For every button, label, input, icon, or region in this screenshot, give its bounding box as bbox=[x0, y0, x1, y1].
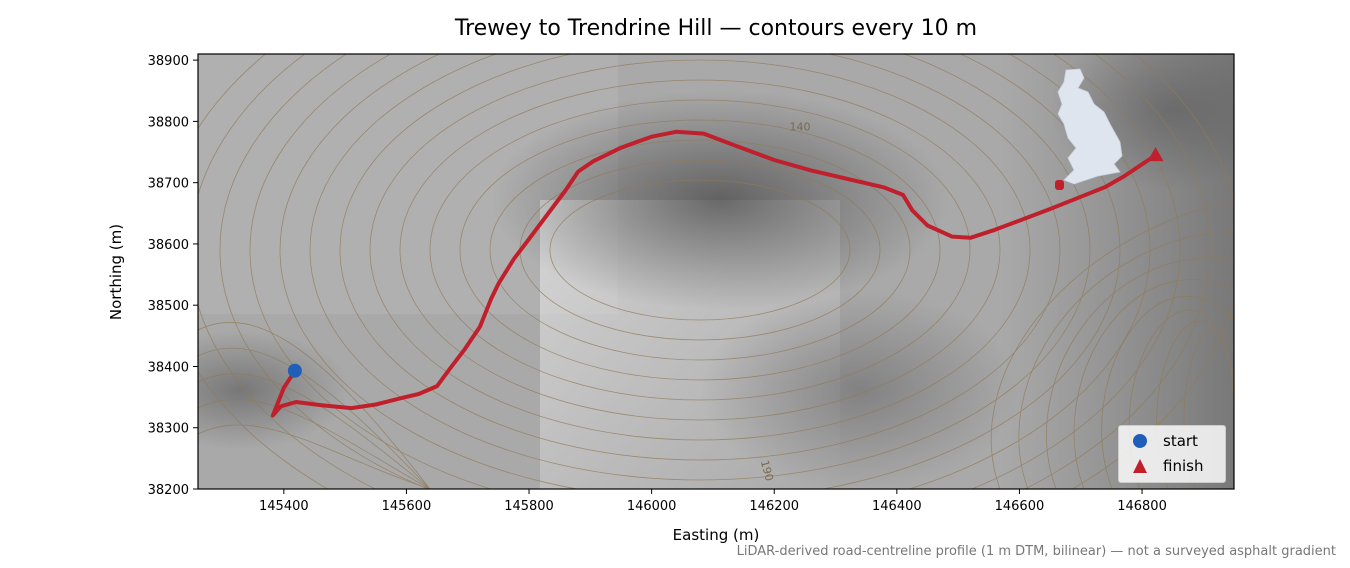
x-axis-label: Easting (m) bbox=[672, 526, 760, 544]
contour-line bbox=[219, 54, 1181, 489]
contour-line bbox=[198, 54, 1211, 489]
contour-line bbox=[198, 424, 431, 489]
x-tick-label: 145800 bbox=[504, 499, 554, 514]
legend-item-finish: finish bbox=[1131, 455, 1203, 477]
contour-line bbox=[1073, 279, 1234, 489]
inset-location-marker bbox=[1055, 180, 1064, 190]
legend: start finish bbox=[1118, 425, 1226, 483]
contour-line bbox=[309, 54, 1091, 481]
x-axis: 145400 145600 145800 146000 146200 146400 1466… bbox=[259, 489, 1167, 514]
y-tick-label: 38800 bbox=[148, 115, 189, 130]
triangle-icon bbox=[1133, 459, 1147, 473]
uk-outline-icon bbox=[1057, 68, 1123, 185]
contour-lines bbox=[198, 54, 1234, 489]
contour-line bbox=[198, 399, 431, 489]
contour-line bbox=[549, 179, 851, 321]
legend-label-finish: finish bbox=[1163, 457, 1204, 475]
contour-line bbox=[489, 139, 911, 361]
x-tick-label: 145600 bbox=[382, 499, 432, 514]
chart-title: Trewey to Trendrine Hill — contours ever… bbox=[454, 16, 978, 41]
x-tick-label: 146800 bbox=[1117, 499, 1167, 514]
contour-line bbox=[198, 373, 431, 489]
x-tick-label: 146600 bbox=[995, 499, 1045, 514]
hillshade bbox=[198, 54, 1234, 489]
contour-line bbox=[429, 99, 971, 401]
circle-icon bbox=[1133, 434, 1147, 448]
contour-line bbox=[459, 119, 941, 381]
legend-item-start: start bbox=[1131, 430, 1198, 452]
route-line bbox=[270, 129, 1158, 418]
y-tick-label: 38700 bbox=[148, 177, 189, 192]
x-tick-label: 146000 bbox=[627, 499, 677, 514]
y-tick-label: 38400 bbox=[148, 360, 189, 375]
y-tick-label: 38900 bbox=[148, 54, 189, 69]
contour-line bbox=[1018, 229, 1234, 489]
contour-label: 140 bbox=[790, 121, 811, 134]
x-tick-label: 146200 bbox=[749, 499, 799, 514]
contour-label-group: 140 190 bbox=[758, 121, 811, 483]
y-axis: 38200 38300 38400 38500 38600 38700 38800 38900 bbox=[148, 54, 198, 498]
route-group bbox=[270, 129, 1158, 418]
start-marker bbox=[287, 363, 302, 378]
contour-line bbox=[279, 54, 1121, 489]
y-axis-label: Northing (m) bbox=[107, 223, 125, 321]
contour-label: 190 bbox=[758, 459, 776, 483]
y-tick-label: 38600 bbox=[148, 238, 189, 253]
finish-marker bbox=[1147, 147, 1164, 162]
y-tick-label: 38500 bbox=[148, 299, 189, 314]
legend-label-start: start bbox=[1163, 432, 1198, 450]
y-tick-label: 38300 bbox=[148, 422, 189, 437]
finish-marker-group bbox=[1147, 147, 1164, 162]
footnote: LiDAR-derived road-centreline profile (1… bbox=[736, 544, 1336, 559]
plot-frame bbox=[197, 53, 1235, 490]
inset-map bbox=[1055, 68, 1123, 190]
contour-line bbox=[339, 54, 1061, 461]
contour-line bbox=[1046, 257, 1234, 489]
start-marker-group bbox=[287, 363, 302, 378]
contour-line bbox=[198, 322, 431, 489]
x-tick-label: 146400 bbox=[872, 499, 922, 514]
x-tick-label: 145400 bbox=[259, 499, 309, 514]
y-tick-label: 38200 bbox=[148, 483, 189, 498]
contour-line bbox=[369, 59, 1031, 441]
contour-line bbox=[249, 54, 1151, 489]
contour-line bbox=[990, 199, 1234, 489]
contour-line bbox=[399, 79, 1001, 421]
